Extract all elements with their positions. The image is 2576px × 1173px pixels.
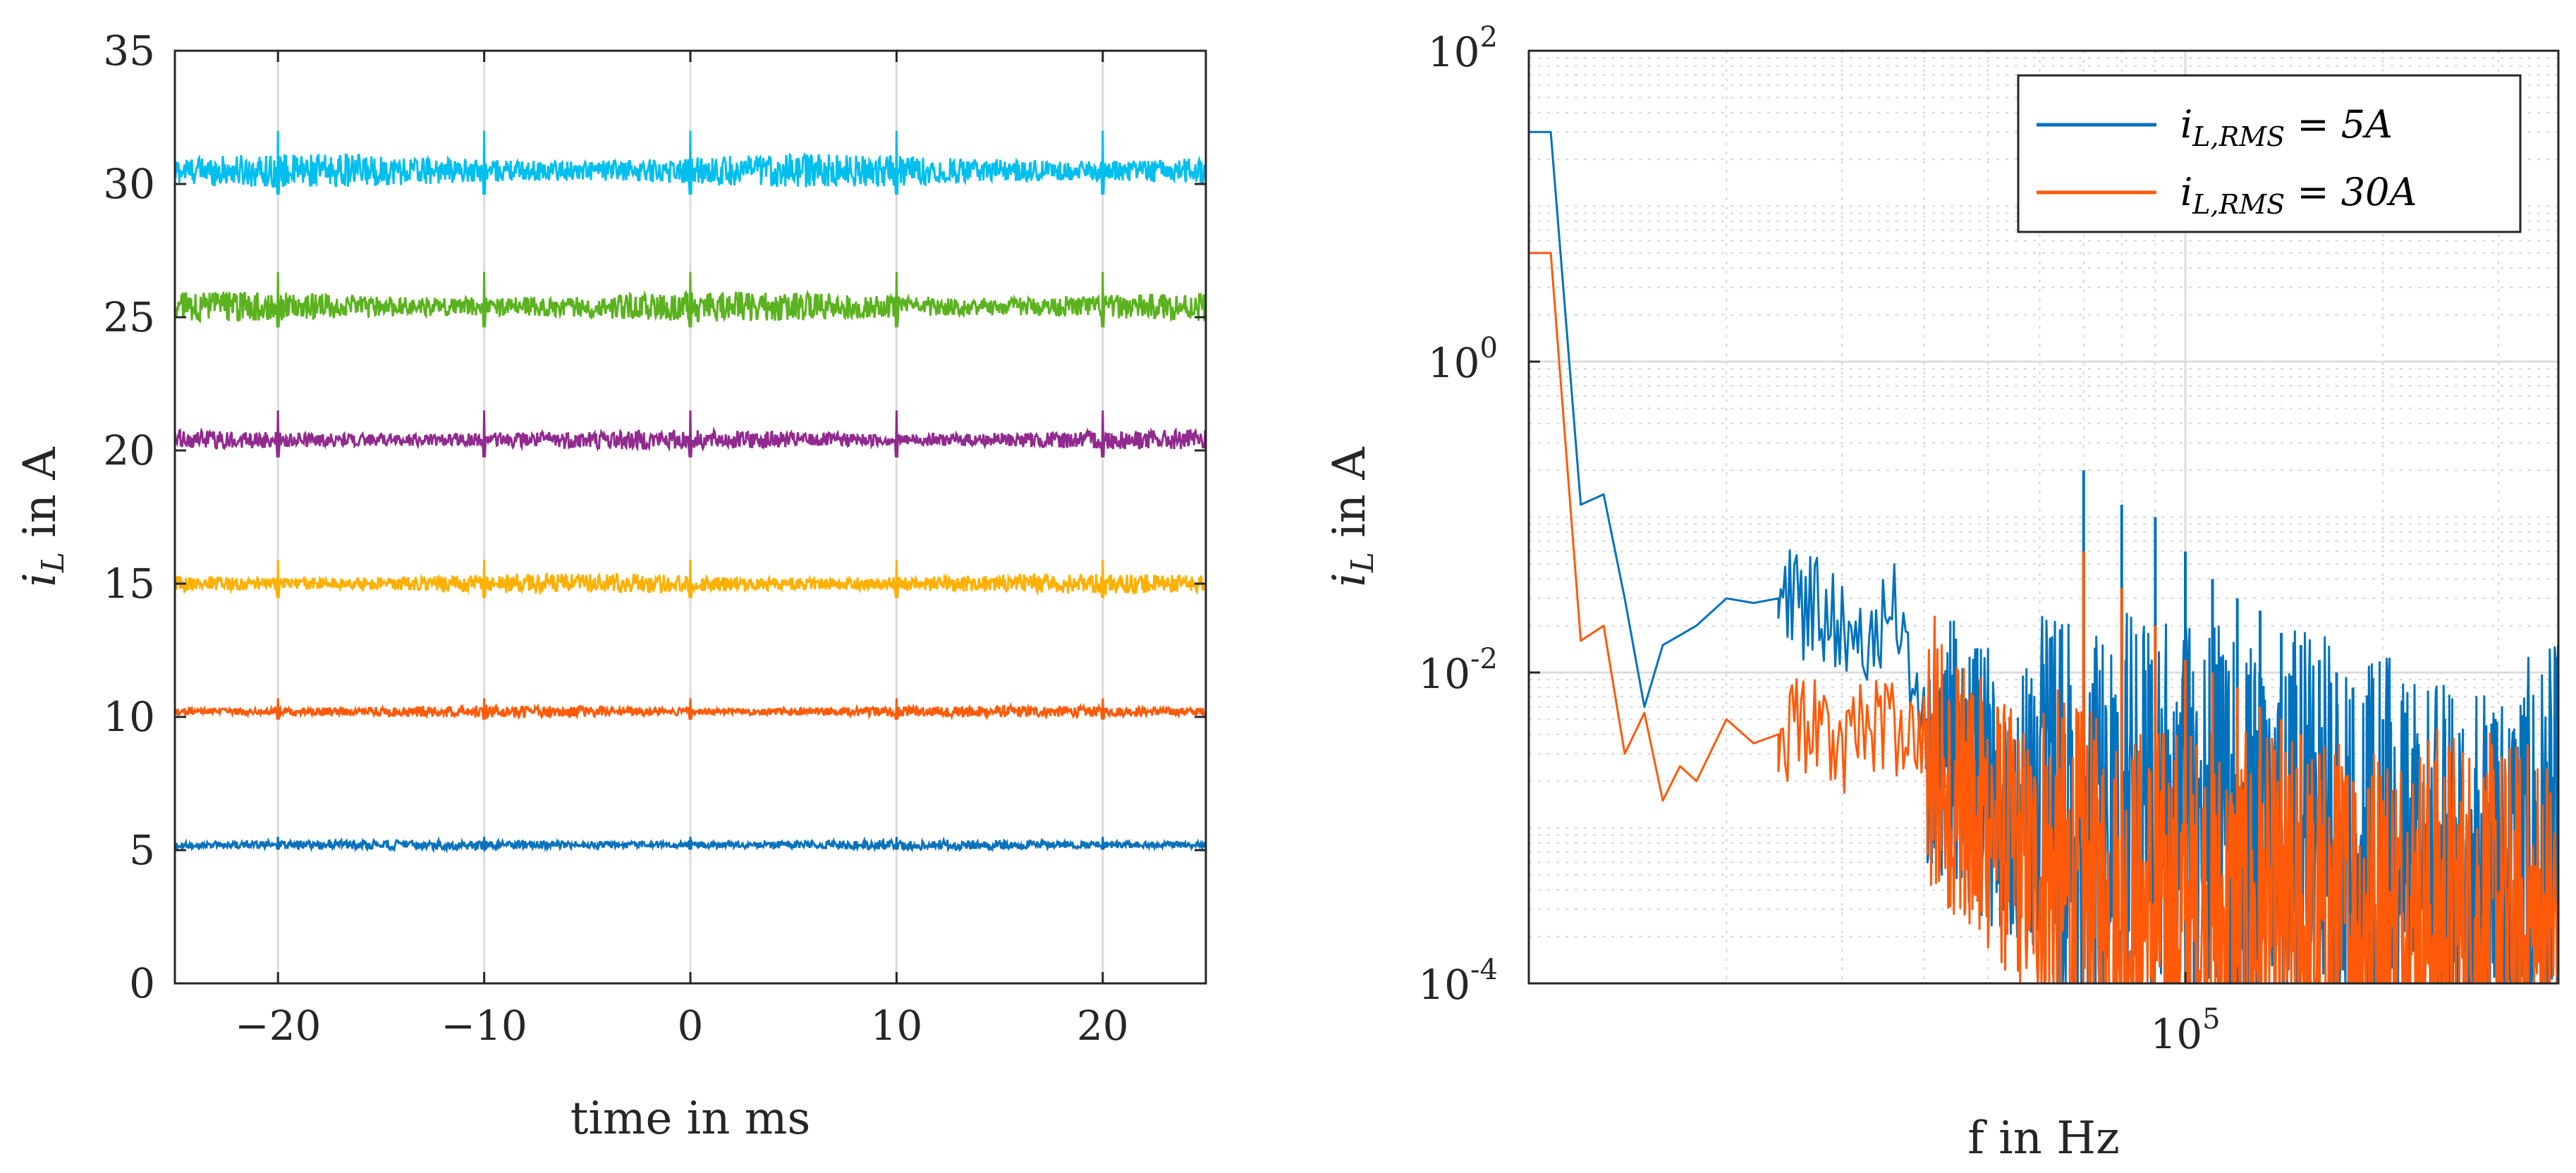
legend-label-5a-sub: L,RMS xyxy=(2192,121,2285,152)
left-xlabel: time in ms xyxy=(570,1093,811,1145)
left-ylabel-symbol: i xyxy=(14,572,66,586)
legend-box xyxy=(2017,74,2522,233)
right-series-line xyxy=(1529,252,2558,983)
right-xtick-label: 105 xyxy=(2150,1003,2220,1058)
left-ytick-label: 5 xyxy=(129,826,155,874)
legend-label-5a-base: i xyxy=(2180,102,2192,147)
legend-label-30a-sub: L,RMS xyxy=(2192,189,2285,220)
left-ylabel: iL in A xyxy=(14,447,71,587)
left-ylabel-rest: in A xyxy=(14,447,66,552)
left-xtick-label: 20 xyxy=(1077,1002,1129,1050)
left-series-line xyxy=(173,271,1207,328)
right-ylabel: iL in A xyxy=(1324,447,1381,587)
legend-label-30a-rest: = 30A xyxy=(2285,170,2417,214)
left-ytick-label: 20 xyxy=(103,426,155,474)
left-xtick-label: 0 xyxy=(678,1002,704,1050)
left-grid xyxy=(276,51,1104,983)
left-series-line xyxy=(173,559,1207,598)
legend-label-5a: iL,RMS = 5A xyxy=(2180,102,2393,152)
left-ylabel-subscript: L xyxy=(35,552,71,573)
right-ytick-label: 10-4 xyxy=(1418,954,1498,1009)
left-xtick-label: 10 xyxy=(870,1002,922,1050)
left-ytick-label: 35 xyxy=(103,27,155,75)
left-ytick-label: 30 xyxy=(103,160,155,208)
left-ytick-label: 25 xyxy=(103,293,155,341)
right-ylabel-rest: in A xyxy=(1324,447,1376,552)
right-ylabel-subscript: L xyxy=(1345,552,1381,573)
legend-label-5a-rest: = 5A xyxy=(2285,102,2393,147)
right-xlabel: f in Hz xyxy=(1967,1112,2120,1165)
time-domain-plot: −20 −10 0 10 20 0 5 10 15 20 25 30 35 time in ms iL … xyxy=(14,27,1207,1145)
right-ytick-label: 100 xyxy=(1428,332,1498,387)
right-ylabel-symbol: i xyxy=(1324,572,1376,586)
right-ytick-label: 102 xyxy=(1428,21,1498,76)
left-ytick-label: 0 xyxy=(129,959,155,1007)
left-series-line xyxy=(173,130,1207,195)
left-ytick-label: 15 xyxy=(103,560,155,608)
left-series-group xyxy=(173,130,1207,854)
left-ticks: −20 −10 0 10 20 0 5 10 15 20 25 30 35 xyxy=(103,27,1206,1050)
legend-label-30a-base: i xyxy=(2180,170,2192,214)
left-series-line xyxy=(174,836,1207,854)
left-xtick-label: −20 xyxy=(235,1002,321,1050)
right-ytick-label: 10-2 xyxy=(1418,643,1498,698)
left-series-line xyxy=(173,410,1207,457)
right-axes-frame xyxy=(1527,49,2560,985)
right-series-group xyxy=(1529,130,2558,983)
right-ticks: 10-4 10-2 100 102 105 xyxy=(1418,21,2220,1058)
legend: iL,RMS = 5A iL,RMS = 30A xyxy=(2017,74,2522,233)
left-ytick-label: 10 xyxy=(103,693,155,741)
left-series-line xyxy=(173,698,1207,721)
left-xtick-label: −10 xyxy=(441,1002,527,1050)
legend-label-30a: iL,RMS = 30A xyxy=(2180,170,2417,220)
